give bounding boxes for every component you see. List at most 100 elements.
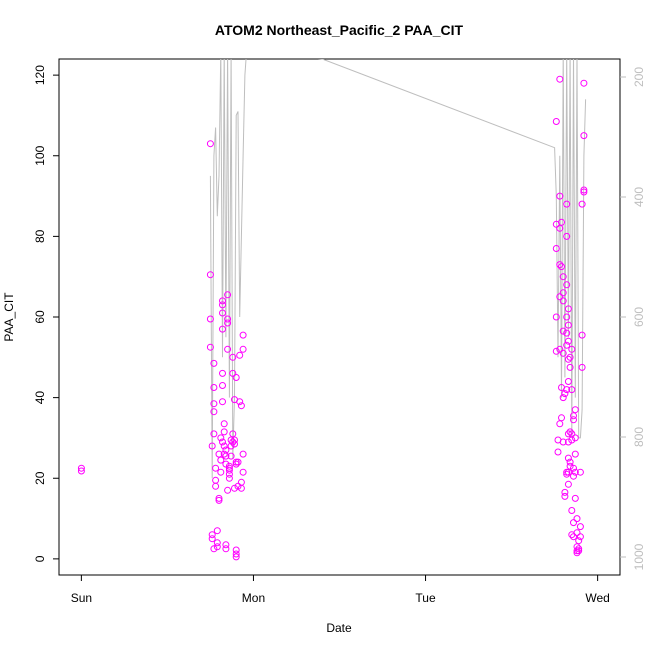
data-point	[215, 494, 223, 502]
data-point	[571, 434, 579, 442]
data-point	[580, 79, 588, 87]
data-point	[570, 472, 577, 480]
data-point	[225, 466, 233, 474]
depth-line	[209, 59, 587, 479]
data-point	[220, 442, 228, 450]
data-point	[231, 440, 238, 448]
data-point	[578, 331, 586, 339]
data-point	[220, 428, 228, 436]
data-point	[236, 351, 244, 359]
data-point	[564, 337, 572, 345]
data-point	[210, 359, 218, 367]
data-point	[576, 523, 584, 531]
data-point	[556, 293, 564, 301]
data-point	[564, 355, 572, 363]
data-point	[208, 535, 216, 543]
data-point	[229, 353, 237, 361]
data-point	[558, 263, 565, 271]
data-point	[219, 438, 226, 446]
data-point	[234, 458, 242, 466]
data-point	[77, 464, 85, 472]
data-point	[222, 545, 230, 553]
data-point	[206, 315, 214, 323]
data-point	[212, 464, 220, 472]
data-point	[556, 345, 564, 353]
data-point	[229, 430, 237, 438]
data-point	[210, 408, 218, 416]
depth-line-path	[209, 59, 587, 479]
data-point	[558, 218, 565, 226]
data-point	[210, 545, 218, 553]
data-point	[210, 430, 218, 438]
y-tick-label: 100	[33, 145, 47, 165]
data-point	[556, 420, 564, 428]
data-point	[232, 553, 240, 561]
data-point	[552, 313, 560, 321]
data-point	[222, 541, 230, 549]
data-point	[219, 297, 226, 305]
data-point	[239, 331, 247, 339]
data-point	[564, 438, 572, 446]
data-point	[213, 539, 221, 547]
data-point	[563, 470, 571, 478]
y-axis: 0 20 40 60 80 100 120	[33, 65, 59, 562]
data-point	[219, 325, 226, 333]
data-point	[571, 450, 579, 458]
data-point	[217, 456, 225, 464]
data-point	[224, 345, 232, 353]
data-point	[571, 494, 579, 502]
data-point	[208, 442, 216, 450]
y2-tick-label: 400	[632, 187, 646, 207]
data-point	[564, 454, 572, 462]
data-point	[561, 488, 569, 496]
data-point	[564, 480, 572, 488]
data-point	[232, 374, 240, 381]
data-point	[219, 382, 226, 389]
x-axis: Sun Mon Tue Wed	[71, 575, 610, 605]
data-point	[564, 378, 572, 385]
data-point	[232, 460, 240, 468]
y-tick-label: 60	[33, 310, 47, 324]
x-tick-label: Wed	[585, 591, 609, 605]
data-point	[578, 200, 586, 208]
y-tick-label: 120	[33, 65, 47, 85]
data-point	[570, 519, 577, 527]
data-point	[237, 402, 245, 410]
data-point	[232, 550, 240, 558]
y2-axis: 200 400 600 800 1000	[620, 67, 646, 570]
data-point	[206, 343, 214, 351]
chart-title: ATOM2 Northeast_Pacific_2 PAA_CIT	[215, 22, 464, 38]
data-point	[558, 414, 565, 422]
data-point	[225, 464, 233, 472]
data-point	[219, 398, 226, 406]
x-tick-label: Mon	[242, 591, 265, 605]
data-point	[559, 438, 567, 446]
data-point	[231, 484, 238, 492]
data-point	[219, 301, 226, 309]
data-point	[224, 291, 232, 299]
data-point	[566, 428, 574, 436]
data-point	[566, 353, 574, 361]
data-point	[234, 482, 242, 490]
data-point	[229, 369, 237, 377]
data-point	[210, 384, 218, 391]
data-point	[573, 529, 581, 537]
data-point	[213, 527, 221, 535]
data-point	[570, 464, 577, 472]
data-point	[563, 329, 571, 337]
data-point	[575, 545, 583, 553]
data-point	[239, 468, 247, 476]
data-points	[77, 75, 588, 561]
data-point	[563, 313, 571, 321]
data-point	[212, 482, 220, 490]
data-point	[564, 305, 572, 313]
data-point	[225, 474, 233, 482]
data-point	[227, 452, 235, 460]
data-point	[552, 118, 560, 125]
data-point	[561, 390, 569, 398]
data-point	[232, 546, 240, 554]
x-tick-label: Tue	[415, 591, 436, 605]
data-point	[580, 188, 588, 196]
data-point	[222, 460, 230, 468]
